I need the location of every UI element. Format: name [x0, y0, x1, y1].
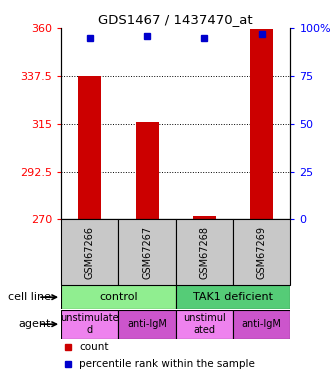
Bar: [176, 310, 233, 339]
Bar: [233, 219, 290, 285]
Bar: [61, 219, 118, 285]
Text: percentile rank within the sample: percentile rank within the sample: [80, 359, 255, 369]
Bar: [61, 285, 176, 309]
Text: agent: agent: [19, 319, 51, 329]
Text: cell line: cell line: [8, 292, 51, 302]
Bar: [176, 219, 233, 285]
Bar: [136, 122, 158, 219]
Text: unstimulate
d: unstimulate d: [60, 314, 119, 335]
Title: GDS1467 / 1437470_at: GDS1467 / 1437470_at: [98, 13, 253, 26]
Text: unstimul
ated: unstimul ated: [183, 314, 226, 335]
Bar: [233, 310, 290, 339]
Bar: [61, 310, 118, 339]
Bar: [193, 216, 216, 219]
Bar: [250, 29, 273, 219]
Bar: [118, 310, 176, 339]
Bar: [78, 76, 101, 219]
Text: anti-IgM: anti-IgM: [242, 319, 282, 329]
Text: anti-IgM: anti-IgM: [127, 319, 167, 329]
Text: control: control: [99, 292, 138, 302]
Text: GSM67266: GSM67266: [85, 226, 95, 279]
Text: TAK1 deficient: TAK1 deficient: [193, 292, 273, 302]
Text: GSM67268: GSM67268: [199, 226, 210, 279]
Text: GSM67267: GSM67267: [142, 226, 152, 279]
Text: count: count: [80, 342, 109, 352]
Bar: [176, 285, 290, 309]
Bar: [118, 219, 176, 285]
Text: GSM67269: GSM67269: [257, 226, 267, 279]
